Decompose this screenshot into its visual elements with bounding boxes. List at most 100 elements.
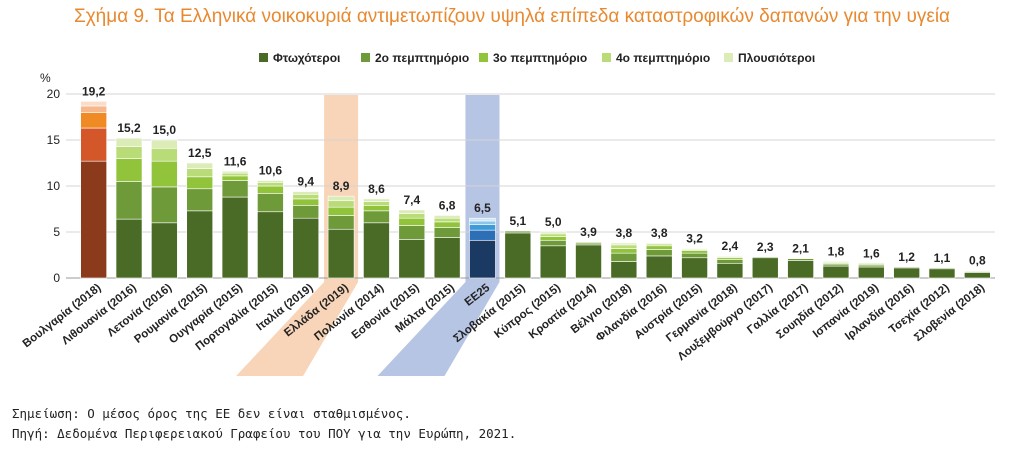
bar-segment bbox=[363, 205, 390, 212]
bar-segment bbox=[469, 217, 496, 222]
bar-segment bbox=[681, 252, 708, 259]
bar-segment bbox=[433, 217, 461, 223]
bar-total-label: 15,2 bbox=[117, 121, 141, 135]
bar-segment bbox=[469, 239, 496, 279]
bar-segment bbox=[115, 181, 143, 220]
bar-segment bbox=[327, 195, 355, 202]
y-tick-label: 0 bbox=[53, 271, 60, 285]
bar-segment bbox=[433, 221, 461, 228]
legend-label: 4ο πεμπτημόριο bbox=[616, 51, 710, 65]
bar-total-label: 3,8 bbox=[651, 226, 668, 240]
bar-segment bbox=[221, 180, 249, 198]
highlight-band bbox=[236, 95, 359, 376]
bar-total-label: 12,5 bbox=[188, 146, 212, 160]
bar-segment bbox=[186, 168, 214, 178]
bar-segment bbox=[80, 112, 107, 129]
bar-segment bbox=[645, 255, 673, 279]
legend-label: Πλουσιότεροι bbox=[738, 51, 815, 65]
bar-segment bbox=[257, 182, 284, 187]
bar-segment bbox=[221, 175, 249, 181]
bar-segment bbox=[716, 255, 744, 258]
bar-segment bbox=[363, 222, 390, 279]
bar-segment bbox=[539, 239, 567, 247]
bar-segment bbox=[539, 245, 567, 279]
stacked-bar-chart: 0 5 10 15 20% Φτωχότεροι 2ο πεμπτημόριο 3ο πεμπ… bbox=[21, 51, 995, 376]
bar-segment bbox=[221, 172, 249, 177]
bar-segment bbox=[398, 239, 426, 279]
bar-total-label: 6,8 bbox=[439, 198, 456, 212]
chart-note: Σημείωση: Ο μέσος όρος της ΕΕ δεν είναι … bbox=[12, 406, 411, 421]
legend-swatch bbox=[602, 53, 611, 62]
bar-segment bbox=[928, 268, 956, 279]
bar-total-label: 2,3 bbox=[757, 240, 774, 254]
bar-segment bbox=[504, 232, 532, 279]
bar-segment bbox=[681, 250, 708, 254]
bar-segment bbox=[327, 206, 355, 216]
bar-segment bbox=[681, 248, 708, 250]
legend-label: 2ο πεμπτημόριο bbox=[375, 51, 469, 65]
bar-segment bbox=[115, 218, 143, 279]
bar-total-label: 7,4 bbox=[403, 193, 420, 207]
bar-total-label: 10,6 bbox=[259, 163, 283, 177]
bar-segment bbox=[928, 267, 956, 270]
bar-total-label: 9,4 bbox=[297, 175, 314, 189]
legend-swatch bbox=[259, 53, 268, 62]
bar-segment bbox=[327, 215, 355, 230]
legend-label: Φτωχότεροι bbox=[273, 51, 340, 65]
bar-segment bbox=[964, 270, 991, 272]
legend-label: 3ο πεμπτημόριο bbox=[493, 51, 587, 65]
bar-segment bbox=[398, 225, 426, 240]
bar-segment bbox=[681, 257, 708, 279]
legend-swatch bbox=[361, 53, 370, 62]
bar-segment bbox=[645, 245, 673, 250]
bar-segment bbox=[610, 261, 638, 279]
bar-segment bbox=[115, 137, 143, 147]
bar-segment bbox=[257, 211, 284, 279]
bar-segment bbox=[151, 139, 178, 149]
bar-total-label: 1,2 bbox=[898, 250, 915, 264]
bar-segment bbox=[645, 242, 673, 245]
bar-segment bbox=[115, 146, 143, 159]
bar-segment bbox=[610, 242, 638, 246]
bar-segment bbox=[151, 160, 178, 188]
bar-total-label: 2,1 bbox=[792, 242, 809, 256]
bar-segment bbox=[469, 224, 496, 231]
bar-segment bbox=[151, 186, 178, 224]
bar-segment bbox=[787, 258, 814, 261]
bar-segment bbox=[398, 209, 426, 214]
bar-segment bbox=[716, 262, 744, 279]
bar-total-label: 19,2 bbox=[82, 84, 106, 98]
chart-title: Σχήμα 9. Τα Ελληνικά νοικοκυριά αντιμετω… bbox=[73, 6, 951, 27]
bar-total-label: 2,4 bbox=[722, 239, 739, 253]
bar-total-label: 3,9 bbox=[580, 225, 597, 239]
y-tick-label: 5 bbox=[53, 225, 60, 239]
bar-segment bbox=[645, 249, 673, 257]
bar-segment bbox=[893, 267, 920, 279]
bar-total-label: 15,0 bbox=[153, 123, 177, 137]
bar-total-label: 6,5 bbox=[474, 201, 491, 215]
bar-segment bbox=[363, 198, 390, 202]
bar-segment bbox=[857, 262, 885, 265]
bar-segment bbox=[433, 237, 461, 279]
bar-segment bbox=[186, 176, 214, 190]
bar-segment bbox=[787, 260, 814, 279]
bar-segment bbox=[893, 266, 920, 269]
bar-segment bbox=[433, 215, 461, 219]
bar-segment bbox=[292, 193, 320, 200]
bar-segment bbox=[186, 210, 214, 279]
bar-segment bbox=[115, 158, 143, 182]
bar-segment bbox=[257, 193, 284, 213]
bar-segment bbox=[857, 266, 885, 279]
bar-segment bbox=[221, 170, 249, 174]
bar-segment bbox=[575, 244, 602, 279]
bar-segment bbox=[575, 241, 602, 244]
bar-segment bbox=[80, 127, 107, 162]
bar-total-label: 1,8 bbox=[828, 244, 845, 258]
bar-segment bbox=[751, 256, 779, 259]
bar-segment bbox=[257, 185, 284, 194]
legend-swatch bbox=[724, 53, 733, 62]
bar-segment bbox=[716, 259, 744, 264]
bar-segment bbox=[327, 200, 355, 208]
bar-segment bbox=[363, 210, 390, 224]
bar-segment bbox=[292, 217, 320, 279]
